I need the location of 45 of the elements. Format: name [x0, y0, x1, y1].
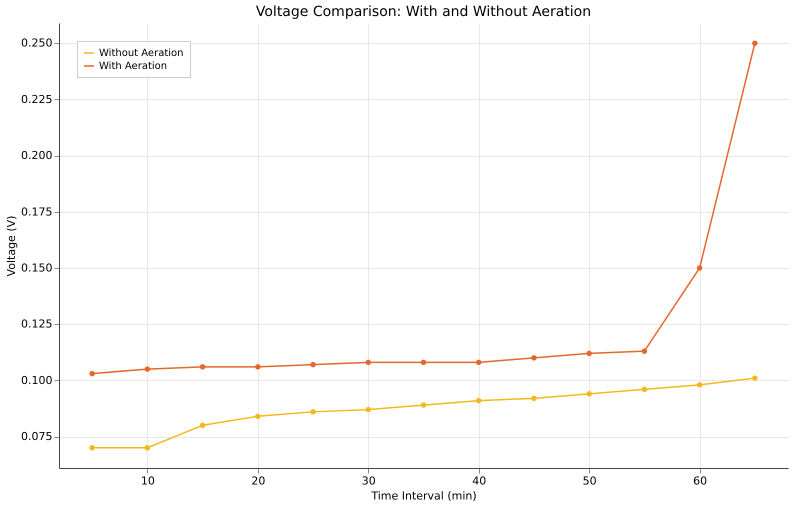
y-tick-label: 0.175 [21, 205, 52, 218]
x-tick-label: 20 [251, 474, 266, 488]
y-tick-label: 0.125 [21, 318, 52, 331]
point [476, 398, 482, 404]
point [420, 360, 426, 366]
x-tick-label: 50 [582, 474, 597, 488]
y-tick-label: 0.075 [21, 430, 52, 444]
point [696, 265, 702, 271]
point [420, 402, 426, 408]
x-tick-label: 40 [472, 474, 486, 488]
point [200, 422, 206, 428]
point [642, 386, 648, 392]
x-tick-label: 30 [362, 474, 376, 488]
point [310, 362, 316, 368]
point [696, 382, 702, 388]
point [642, 348, 648, 354]
point [255, 364, 261, 370]
legend-label: With Aeration [99, 61, 168, 72]
point [366, 406, 372, 412]
point [476, 360, 482, 366]
point [752, 375, 758, 381]
y-tick-label: 0.250 [21, 36, 52, 50]
chart-title: Voltage Comparison: With and Without Aeration [256, 4, 592, 20]
y-tick-label: 0.200 [21, 149, 52, 162]
point [144, 445, 150, 451]
point [89, 370, 95, 376]
x-tick-label: 10 [140, 474, 155, 488]
point [752, 40, 758, 46]
point [255, 414, 261, 420]
point [586, 391, 592, 397]
y-tick-label: 0.100 [21, 374, 52, 387]
y-tick-label: 0.150 [21, 261, 52, 274]
y-tick-label: 0.225 [21, 92, 52, 106]
point [144, 366, 150, 372]
x-axis-title: Time Interval (min) [370, 490, 477, 502]
point [366, 360, 372, 366]
point [310, 409, 316, 415]
y-axis-title: Voltage (V) [5, 216, 18, 276]
legend-label: Without Aeration [99, 48, 184, 59]
point [89, 445, 95, 451]
point [586, 350, 592, 356]
point [200, 364, 206, 370]
point [531, 396, 537, 402]
x-tick-label: 60 [693, 474, 708, 488]
point [531, 355, 537, 361]
